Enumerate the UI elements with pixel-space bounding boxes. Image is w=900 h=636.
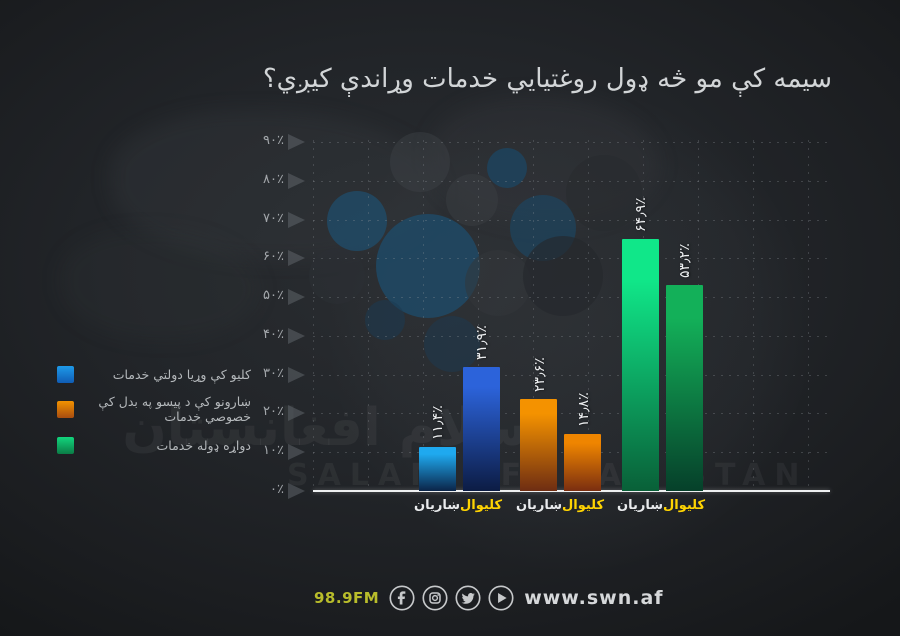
bubble <box>309 248 365 304</box>
x-tick-label: ښاريان <box>515 498 562 513</box>
x-axis-line <box>313 490 830 492</box>
arrow-right-icon <box>288 173 305 189</box>
arrow-right-icon <box>288 405 305 421</box>
legend-label: کليو کې وړيا دولتي خدمات <box>112 366 251 382</box>
gridline-horizontal <box>313 181 830 182</box>
y-tick-label: ۱۰٪ <box>263 443 284 458</box>
arrow-right-icon <box>288 212 305 228</box>
footer: 98.9FM www.swn.af <box>314 585 664 611</box>
legend-item: ښارونو کې د پيسو په بدل کې خصوصي خدمات <box>57 394 251 424</box>
bar-ښاريان-2 <box>520 399 557 491</box>
bar-کليوال-2 <box>564 434 601 491</box>
arrow-right-icon <box>288 289 305 305</box>
bar-value-label: ۲۳٫۶٪ <box>532 357 548 392</box>
website-url: www.swn.af <box>524 587 664 609</box>
worldmap-decor <box>60 230 260 340</box>
bubble <box>424 316 480 372</box>
legend-label: ښارونو کې د پيسو په بدل کې خصوصي خدمات <box>98 394 251 424</box>
bubble <box>487 148 527 188</box>
arrow-right-icon <box>288 328 305 344</box>
gridline-vertical <box>478 140 479 491</box>
gridline-vertical <box>753 140 754 491</box>
play-icon <box>488 585 514 611</box>
arrow-right-icon <box>288 483 305 499</box>
y-tick-label: ۷۰٪ <box>263 211 284 226</box>
x-tick-label: ښاريان <box>616 498 663 513</box>
gridline-vertical <box>423 140 424 491</box>
y-tick-label: ۵۰٪ <box>263 288 284 303</box>
bar-value-label: ۱۱٫۴٪ <box>430 405 446 440</box>
legend-label: دواړه ډوله خدمات <box>156 437 251 453</box>
y-tick-label: ۴۰٪ <box>263 327 284 342</box>
y-tick-label: ۳۰٪ <box>263 366 284 381</box>
bar-کليوال-1 <box>463 367 500 491</box>
bubble <box>327 191 387 251</box>
y-tick-label: ۰٪ <box>270 482 284 497</box>
y-tick-label: ۹۰٪ <box>263 133 284 148</box>
bar-value-label: ۱۴٫۸٪ <box>576 392 592 427</box>
bar-ښاريان-3 <box>622 239 659 491</box>
bar-value-label: ۶۴٫۹٪ <box>633 197 649 232</box>
arrow-right-icon <box>288 444 305 460</box>
legend-swatch-orange <box>57 400 74 418</box>
gridline-vertical <box>313 140 314 491</box>
arrow-right-icon <box>288 134 305 150</box>
gridline-horizontal <box>313 297 830 298</box>
gridline-horizontal <box>313 413 830 414</box>
bar-value-label: ۵۳٫۲٪ <box>677 243 693 278</box>
x-tick-label: کليوال <box>662 498 706 513</box>
gridline-vertical <box>808 140 809 491</box>
twitter-icon <box>455 585 481 611</box>
gridline-horizontal <box>313 258 830 259</box>
gridline-vertical <box>368 140 369 491</box>
arrow-right-icon <box>288 367 305 383</box>
facebook-icon <box>389 585 415 611</box>
y-tick-label: ۶۰٪ <box>263 249 284 264</box>
legend-item: دواړه ډوله خدمات <box>57 435 251 455</box>
bubble <box>523 236 603 316</box>
bubble <box>465 250 531 316</box>
legend-swatch-blue <box>57 365 74 383</box>
radio-frequency: 98.9FM <box>314 589 380 607</box>
x-tick-label: کليوال <box>459 498 503 513</box>
watermark-pashto: سلام افغانستان <box>122 398 528 458</box>
bubble <box>446 174 498 226</box>
y-tick-label: ۲۰٪ <box>263 404 284 419</box>
instagram-icon <box>422 585 448 611</box>
bubble <box>390 132 450 192</box>
gridline-vertical <box>533 140 534 491</box>
gridline-horizontal <box>313 220 830 221</box>
bar-کليوال-3 <box>666 285 703 491</box>
gridline-horizontal <box>313 142 830 143</box>
y-tick-label: ۸۰٪ <box>263 172 284 187</box>
gridline-horizontal <box>313 375 830 376</box>
gridline-horizontal <box>313 336 830 337</box>
bar-value-label: ۳۱٫۹٪ <box>474 325 490 360</box>
gridline-vertical <box>588 140 589 491</box>
x-tick-label: کليوال <box>561 498 605 513</box>
bubble <box>376 214 480 318</box>
legend-item: کليو کې وړيا دولتي خدمات <box>57 364 251 384</box>
bubble <box>365 300 405 340</box>
x-tick-label: ښاريان <box>413 498 460 513</box>
page-title: سيمه کې مو څه ډول روغتيايي خدمات وړاندې … <box>262 64 832 94</box>
bubble <box>566 155 642 231</box>
legend-swatch-green <box>57 436 74 454</box>
arrow-right-icon <box>288 250 305 266</box>
bar-ښاريان-1 <box>419 447 456 491</box>
